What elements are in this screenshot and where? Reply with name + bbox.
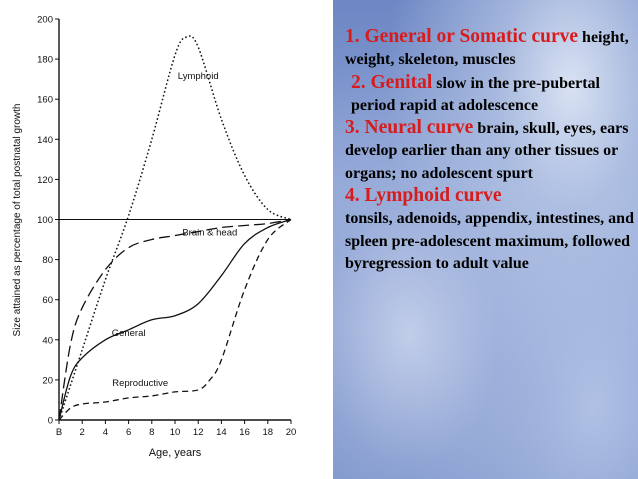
y-tick-label: 200 <box>37 15 53 26</box>
note-genital: 2. Genital slow in the pre-pubertal peri… <box>345 72 635 118</box>
chart-series-lines <box>58 35 292 421</box>
note-general: 1. General or Somatic curve height, weig… <box>345 26 635 72</box>
chart-axes <box>58 19 291 421</box>
note-general-heading: 1. General or Somatic curve <box>345 26 579 47</box>
y-tick-label: 180 <box>37 55 53 66</box>
y-tick-label: 20 <box>42 375 53 386</box>
note-lymphoid-heading: 4. Lymphoid curve <box>345 185 502 207</box>
growth-notes: 1. General or Somatic curve height, weig… <box>345 26 635 275</box>
chart-ticks: 0 20 40 60 80 100 120 140 160 180 200 B 2 4 6 8 10 12 14 16… <box>37 15 296 439</box>
y-tick-label: 100 <box>37 215 53 226</box>
note-genital-heading: 2. Genital <box>351 71 433 93</box>
chart-series-labels: Lymphoid Brain & head General Reproductive <box>112 71 238 389</box>
y-axis-label: Size attained as percentage of total pos… <box>12 104 23 337</box>
series-line-reproductive <box>58 218 292 421</box>
notes-panel: 1. General or Somatic curve height, weig… <box>333 0 638 479</box>
note-lymphoid-text: tonsils, adenoids, appendix, intestines,… <box>345 210 634 272</box>
x-axis-label: Age, years <box>149 447 202 459</box>
series-label: General <box>112 328 146 339</box>
x-tick-label: 18 <box>263 427 274 438</box>
y-tick-label: 160 <box>37 95 53 106</box>
x-tick-label: 6 <box>126 427 131 438</box>
x-tick-label: B <box>56 427 62 438</box>
note-neural-text: brain, skull, eyes, ears develop earlier… <box>345 120 629 182</box>
note-general-text: height, weight, skeleton, muscles <box>345 29 629 69</box>
growth-curves-chart: 0 20 40 60 80 100 120 140 160 180 200 B 2 4 6 8 10 12 14 16… <box>12 15 296 460</box>
x-tick-label: 8 <box>149 427 154 438</box>
series-label: Reproductive <box>112 378 168 389</box>
series-label: Lymphoid <box>178 71 219 82</box>
note-neural: 3. Neural curve brain, skull, eyes, ears… <box>345 117 635 185</box>
y-tick-label: 40 <box>42 335 53 346</box>
x-tick-label: 14 <box>216 427 227 438</box>
x-tick-label: 20 <box>286 427 297 438</box>
x-tick-label: 16 <box>239 427 250 438</box>
y-tick-label: 60 <box>42 295 53 306</box>
y-tick-label: 0 <box>48 416 53 427</box>
growth-chart-panel: 0 20 40 60 80 100 120 140 160 180 200 B 2 4 6 8 10 12 14 16… <box>0 0 333 479</box>
note-lymphoid: 4. Lymphoid curve tonsils, adenoids, app… <box>345 185 635 275</box>
series-line-lymphoid <box>58 35 292 421</box>
series-label: Brain & head <box>182 228 237 239</box>
y-tick-label: 140 <box>37 135 53 146</box>
x-tick-label: 12 <box>193 427 204 438</box>
y-tick-label: 80 <box>42 255 53 266</box>
series-line-general <box>58 218 292 421</box>
x-tick-label: 2 <box>80 427 85 438</box>
note-genital-text: slow in the pre-pubertal period rapid at… <box>351 74 600 114</box>
x-tick-label: 10 <box>170 427 181 438</box>
series-line-brain-head <box>58 218 292 421</box>
x-tick-label: 4 <box>103 427 108 438</box>
note-neural-heading: 3. Neural curve <box>345 117 474 139</box>
y-tick-label: 120 <box>37 175 53 186</box>
